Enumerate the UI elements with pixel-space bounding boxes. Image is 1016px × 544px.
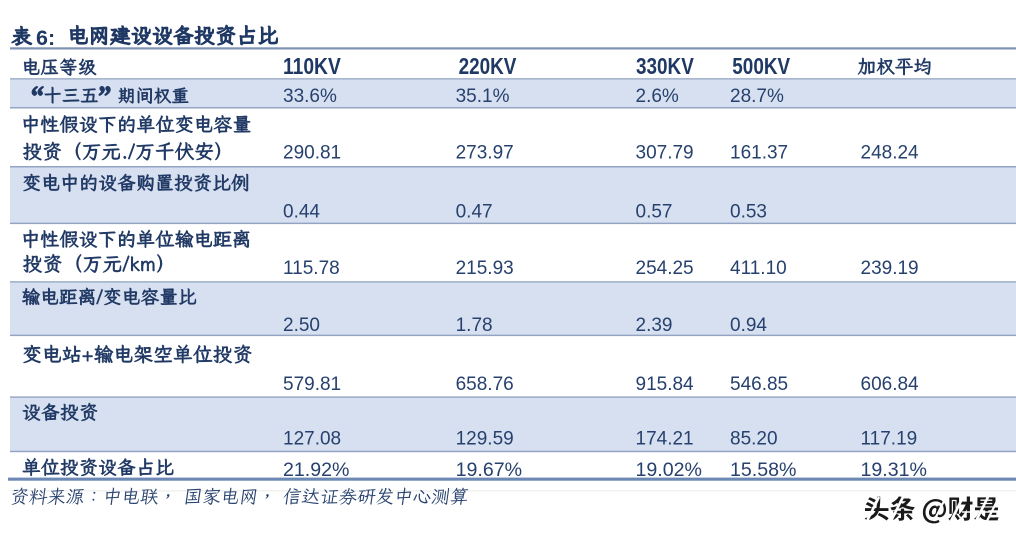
svg-text:307.79: 307.79: [636, 142, 694, 163]
svg-text:0.53: 0.53: [730, 202, 767, 223]
svg-text:273.97: 273.97: [456, 142, 514, 163]
svg-text:248.24: 248.24: [861, 142, 920, 163]
svg-text:546.85: 546.85: [730, 374, 788, 395]
svg-text:161.37: 161.37: [730, 142, 788, 163]
svg-text:606.84: 606.84: [861, 374, 920, 395]
svg-text:15.58%: 15.58%: [730, 459, 796, 481]
svg-text:915.84: 915.84: [636, 374, 695, 395]
svg-text:19.31%: 19.31%: [861, 459, 927, 481]
svg-text:174.21: 174.21: [636, 429, 694, 450]
svg-text:6:: 6:: [36, 26, 55, 50]
svg-text:2.6%: 2.6%: [636, 86, 679, 107]
svg-text:239.19: 239.19: [861, 258, 919, 279]
svg-text:411.10: 411.10: [730, 258, 787, 279]
svg-text:85.20: 85.20: [730, 429, 778, 450]
svg-text:110KV: 110KV: [283, 53, 341, 79]
svg-text:2.50: 2.50: [283, 315, 320, 336]
svg-text:33.6%: 33.6%: [283, 86, 337, 107]
svg-text:115.78: 115.78: [283, 258, 340, 279]
svg-text:21.92%: 21.92%: [283, 459, 349, 481]
svg-text:0.94: 0.94: [730, 315, 767, 336]
svg-text:500KV: 500KV: [732, 53, 790, 79]
svg-text:0.44: 0.44: [283, 202, 320, 223]
svg-text:290.81: 290.81: [283, 142, 341, 163]
svg-text:215.93: 215.93: [456, 258, 514, 279]
svg-text:1.78: 1.78: [456, 315, 493, 336]
svg-text:0.57: 0.57: [636, 202, 673, 223]
svg-text:220KV: 220KV: [459, 53, 517, 79]
svg-text:117.19: 117.19: [861, 429, 918, 450]
svg-text:127.08: 127.08: [283, 429, 341, 450]
svg-text:658.76: 658.76: [456, 374, 514, 395]
svg-text:2.39: 2.39: [636, 315, 673, 336]
svg-text:35.1%: 35.1%: [456, 86, 510, 107]
svg-text:129.59: 129.59: [456, 429, 514, 450]
svg-text:28.7%: 28.7%: [730, 86, 784, 107]
svg-text:579.81: 579.81: [283, 374, 341, 395]
svg-text:330KV: 330KV: [636, 53, 694, 79]
svg-text:0.47: 0.47: [456, 202, 493, 223]
svg-text:254.25: 254.25: [636, 258, 694, 279]
svg-text:19.02%: 19.02%: [636, 459, 702, 481]
svg-text:19.67%: 19.67%: [456, 459, 522, 481]
